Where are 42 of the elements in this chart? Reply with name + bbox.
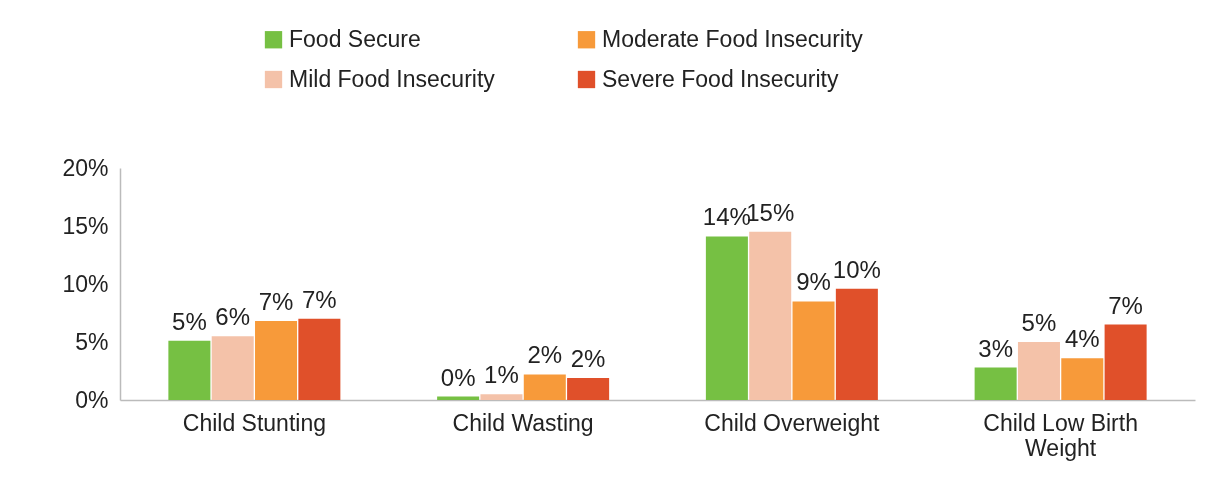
data-label: 4% [1064, 325, 1100, 353]
data-label: 1% [484, 361, 519, 389]
bar [705, 236, 748, 400]
bar [567, 377, 610, 400]
bar [255, 321, 298, 400]
y-tick-label: 10% [62, 270, 109, 297]
bar [298, 318, 341, 400]
legend-label: Severe Food Insecurity [602, 65, 839, 92]
x-tick-label: Child Low Birth Weight [983, 409, 1138, 461]
bar [211, 336, 254, 400]
data-label: 7% [258, 288, 294, 316]
legend-label: Food Secure [289, 25, 421, 52]
data-label: 2% [527, 341, 563, 369]
data-label: 5% [1021, 309, 1057, 336]
bar [1104, 324, 1147, 400]
data-label: 3% [978, 334, 1013, 362]
y-tick-label: 20% [62, 154, 109, 181]
x-tick-label: Child Stunting [182, 409, 326, 436]
data-label: 5% [172, 307, 207, 335]
bar [792, 301, 835, 400]
bar [1017, 342, 1060, 400]
y-tick-label: 5% [75, 328, 109, 355]
y-tick-label: 15% [62, 212, 109, 239]
data-label: 7% [302, 285, 337, 313]
bar [168, 340, 211, 400]
data-label: 0% [440, 363, 476, 391]
bar [749, 231, 792, 400]
data-label: 10% [832, 255, 881, 283]
x-tick-label: Child Overweight [704, 409, 881, 436]
data-label: 6% [215, 303, 251, 331]
bar [523, 374, 566, 400]
data-label: 7% [1108, 291, 1143, 319]
bar [480, 394, 523, 400]
bar [974, 367, 1017, 400]
x-tick-label: Child Wasting [452, 409, 594, 436]
y-tick-label: 0% [75, 386, 109, 413]
legend-label: Moderate Food Insecurity [602, 25, 864, 52]
bar [1061, 358, 1104, 400]
bar [835, 288, 878, 400]
data-label: 2% [570, 344, 606, 372]
legend-label: Mild Food Insecurity [289, 65, 496, 92]
data-label: 9% [796, 268, 831, 296]
